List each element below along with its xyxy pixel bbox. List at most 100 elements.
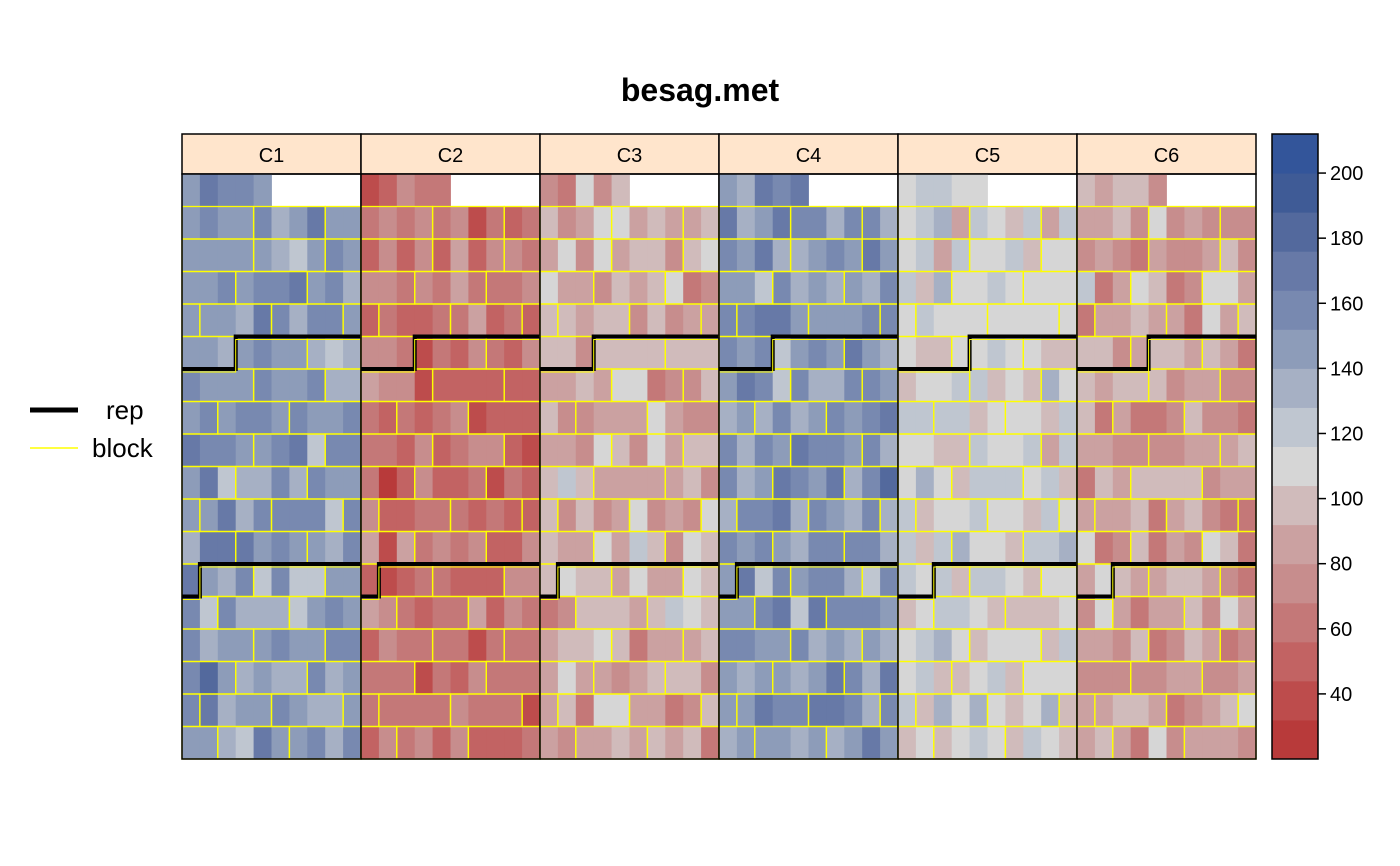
heatmap-cell — [1077, 564, 1096, 597]
heatmap-cell — [343, 564, 362, 597]
heatmap-cell — [880, 239, 899, 272]
heatmap-cell — [862, 271, 881, 305]
heatmap-cell — [343, 239, 362, 272]
heatmap-cell — [1077, 726, 1096, 760]
heatmap-cell — [933, 726, 953, 760]
heatmap-cell — [271, 726, 290, 760]
heatmap-cell — [593, 401, 612, 435]
heatmap-cell — [414, 174, 433, 207]
heatmap-cell — [414, 726, 433, 760]
heatmap-cell — [271, 531, 290, 565]
heatmap-cell — [343, 401, 362, 435]
heatmap-cell — [701, 531, 720, 565]
heatmap-cell — [1112, 336, 1132, 370]
heatmap-cell — [647, 564, 666, 597]
heatmap-cell — [719, 304, 738, 337]
heatmap-cell — [629, 304, 648, 337]
heatmap-cell — [683, 499, 702, 532]
heatmap-cell — [289, 531, 308, 565]
heatmap-cell — [683, 336, 702, 370]
heatmap-cell — [432, 726, 451, 760]
heatmap-cell — [361, 596, 380, 630]
heatmap-cell — [719, 434, 738, 467]
heatmap-cell — [432, 596, 451, 630]
heatmap-cell — [361, 174, 380, 207]
heatmap-cell — [289, 564, 308, 597]
heatmap-cell — [182, 206, 201, 240]
heatmap-cell — [1130, 694, 1149, 727]
heatmap-cell — [1202, 239, 1221, 272]
heatmap-cell — [1130, 499, 1149, 532]
heatmap-cell — [307, 531, 326, 565]
heatmap-cell — [486, 336, 505, 370]
heatmap-cell — [1059, 369, 1078, 402]
heatmap-cell — [1148, 239, 1167, 272]
heatmap-cell — [504, 499, 523, 532]
heatmap-cell — [235, 466, 254, 500]
heatmap-cell — [522, 466, 541, 500]
heatmap-cell — [647, 206, 666, 240]
heatmap-cell — [235, 239, 254, 272]
heatmap-cell — [504, 271, 523, 305]
heatmap-cell — [396, 369, 416, 402]
heatmap-cell — [235, 174, 254, 207]
heatmap-cell — [199, 206, 219, 240]
heatmap-cell — [1077, 401, 1096, 435]
heatmap-cell — [1130, 401, 1149, 435]
heatmap-cell — [898, 564, 917, 597]
heatmap-cell — [754, 434, 774, 467]
heatmap-cell — [1023, 531, 1042, 565]
heatmap-cell — [450, 629, 469, 662]
heatmap-cell — [414, 434, 433, 467]
heatmap-cell — [253, 336, 272, 370]
heatmap-cell — [736, 499, 756, 532]
heatmap-cell — [289, 336, 308, 370]
heatmap-cell — [1220, 304, 1239, 337]
heatmap-cell — [1130, 531, 1149, 565]
heatmap-cell — [629, 694, 648, 727]
heatmap-cell — [396, 174, 416, 207]
heatmap-cell — [432, 434, 451, 467]
heatmap-cell — [289, 466, 308, 500]
heatmap-cell — [343, 271, 362, 305]
heatmap-cell — [522, 531, 541, 565]
heatmap-cell — [1238, 466, 1257, 500]
heatmap-cell — [378, 661, 398, 695]
heatmap-cell — [1077, 174, 1096, 207]
heatmap-cell — [1184, 369, 1203, 402]
heatmap-cell — [808, 369, 827, 402]
heatmap-cell — [253, 499, 272, 532]
heatmap-cell — [736, 369, 756, 402]
heatmap-cell — [754, 271, 774, 305]
heatmap-cell — [1130, 304, 1149, 337]
heatmap-cell — [396, 694, 416, 727]
heatmap-cell — [1023, 694, 1042, 727]
heatmap-cell — [1112, 174, 1132, 207]
heatmap-cell — [1202, 596, 1221, 630]
heatmap-cell — [414, 271, 433, 305]
heatmap-cell — [1023, 304, 1042, 337]
heatmap-cell — [665, 661, 684, 695]
heatmap-cell — [987, 531, 1006, 565]
heatmap-cell — [647, 596, 666, 630]
heatmap-cell — [611, 434, 630, 467]
heatmap-cell — [1202, 564, 1221, 597]
heatmap-cell — [414, 466, 433, 500]
heatmap-cell — [235, 726, 254, 760]
heatmap-cell — [969, 499, 988, 532]
heatmap-cell — [235, 369, 254, 402]
heatmap-cell — [199, 336, 219, 370]
heatmap-cell — [557, 466, 577, 500]
heatmap-cell — [1005, 531, 1024, 565]
heatmap-cell — [1005, 206, 1024, 240]
heatmap-cell — [557, 336, 577, 370]
heatmap-cell — [772, 271, 791, 305]
heatmap-cell — [951, 661, 970, 695]
heatmap-cell — [253, 239, 272, 272]
heatmap-cell — [540, 629, 559, 662]
heatmap-cell — [1166, 629, 1185, 662]
colorbar-segment — [1272, 134, 1318, 174]
heatmap-cell — [880, 661, 899, 695]
heatmap-cell — [611, 564, 630, 597]
